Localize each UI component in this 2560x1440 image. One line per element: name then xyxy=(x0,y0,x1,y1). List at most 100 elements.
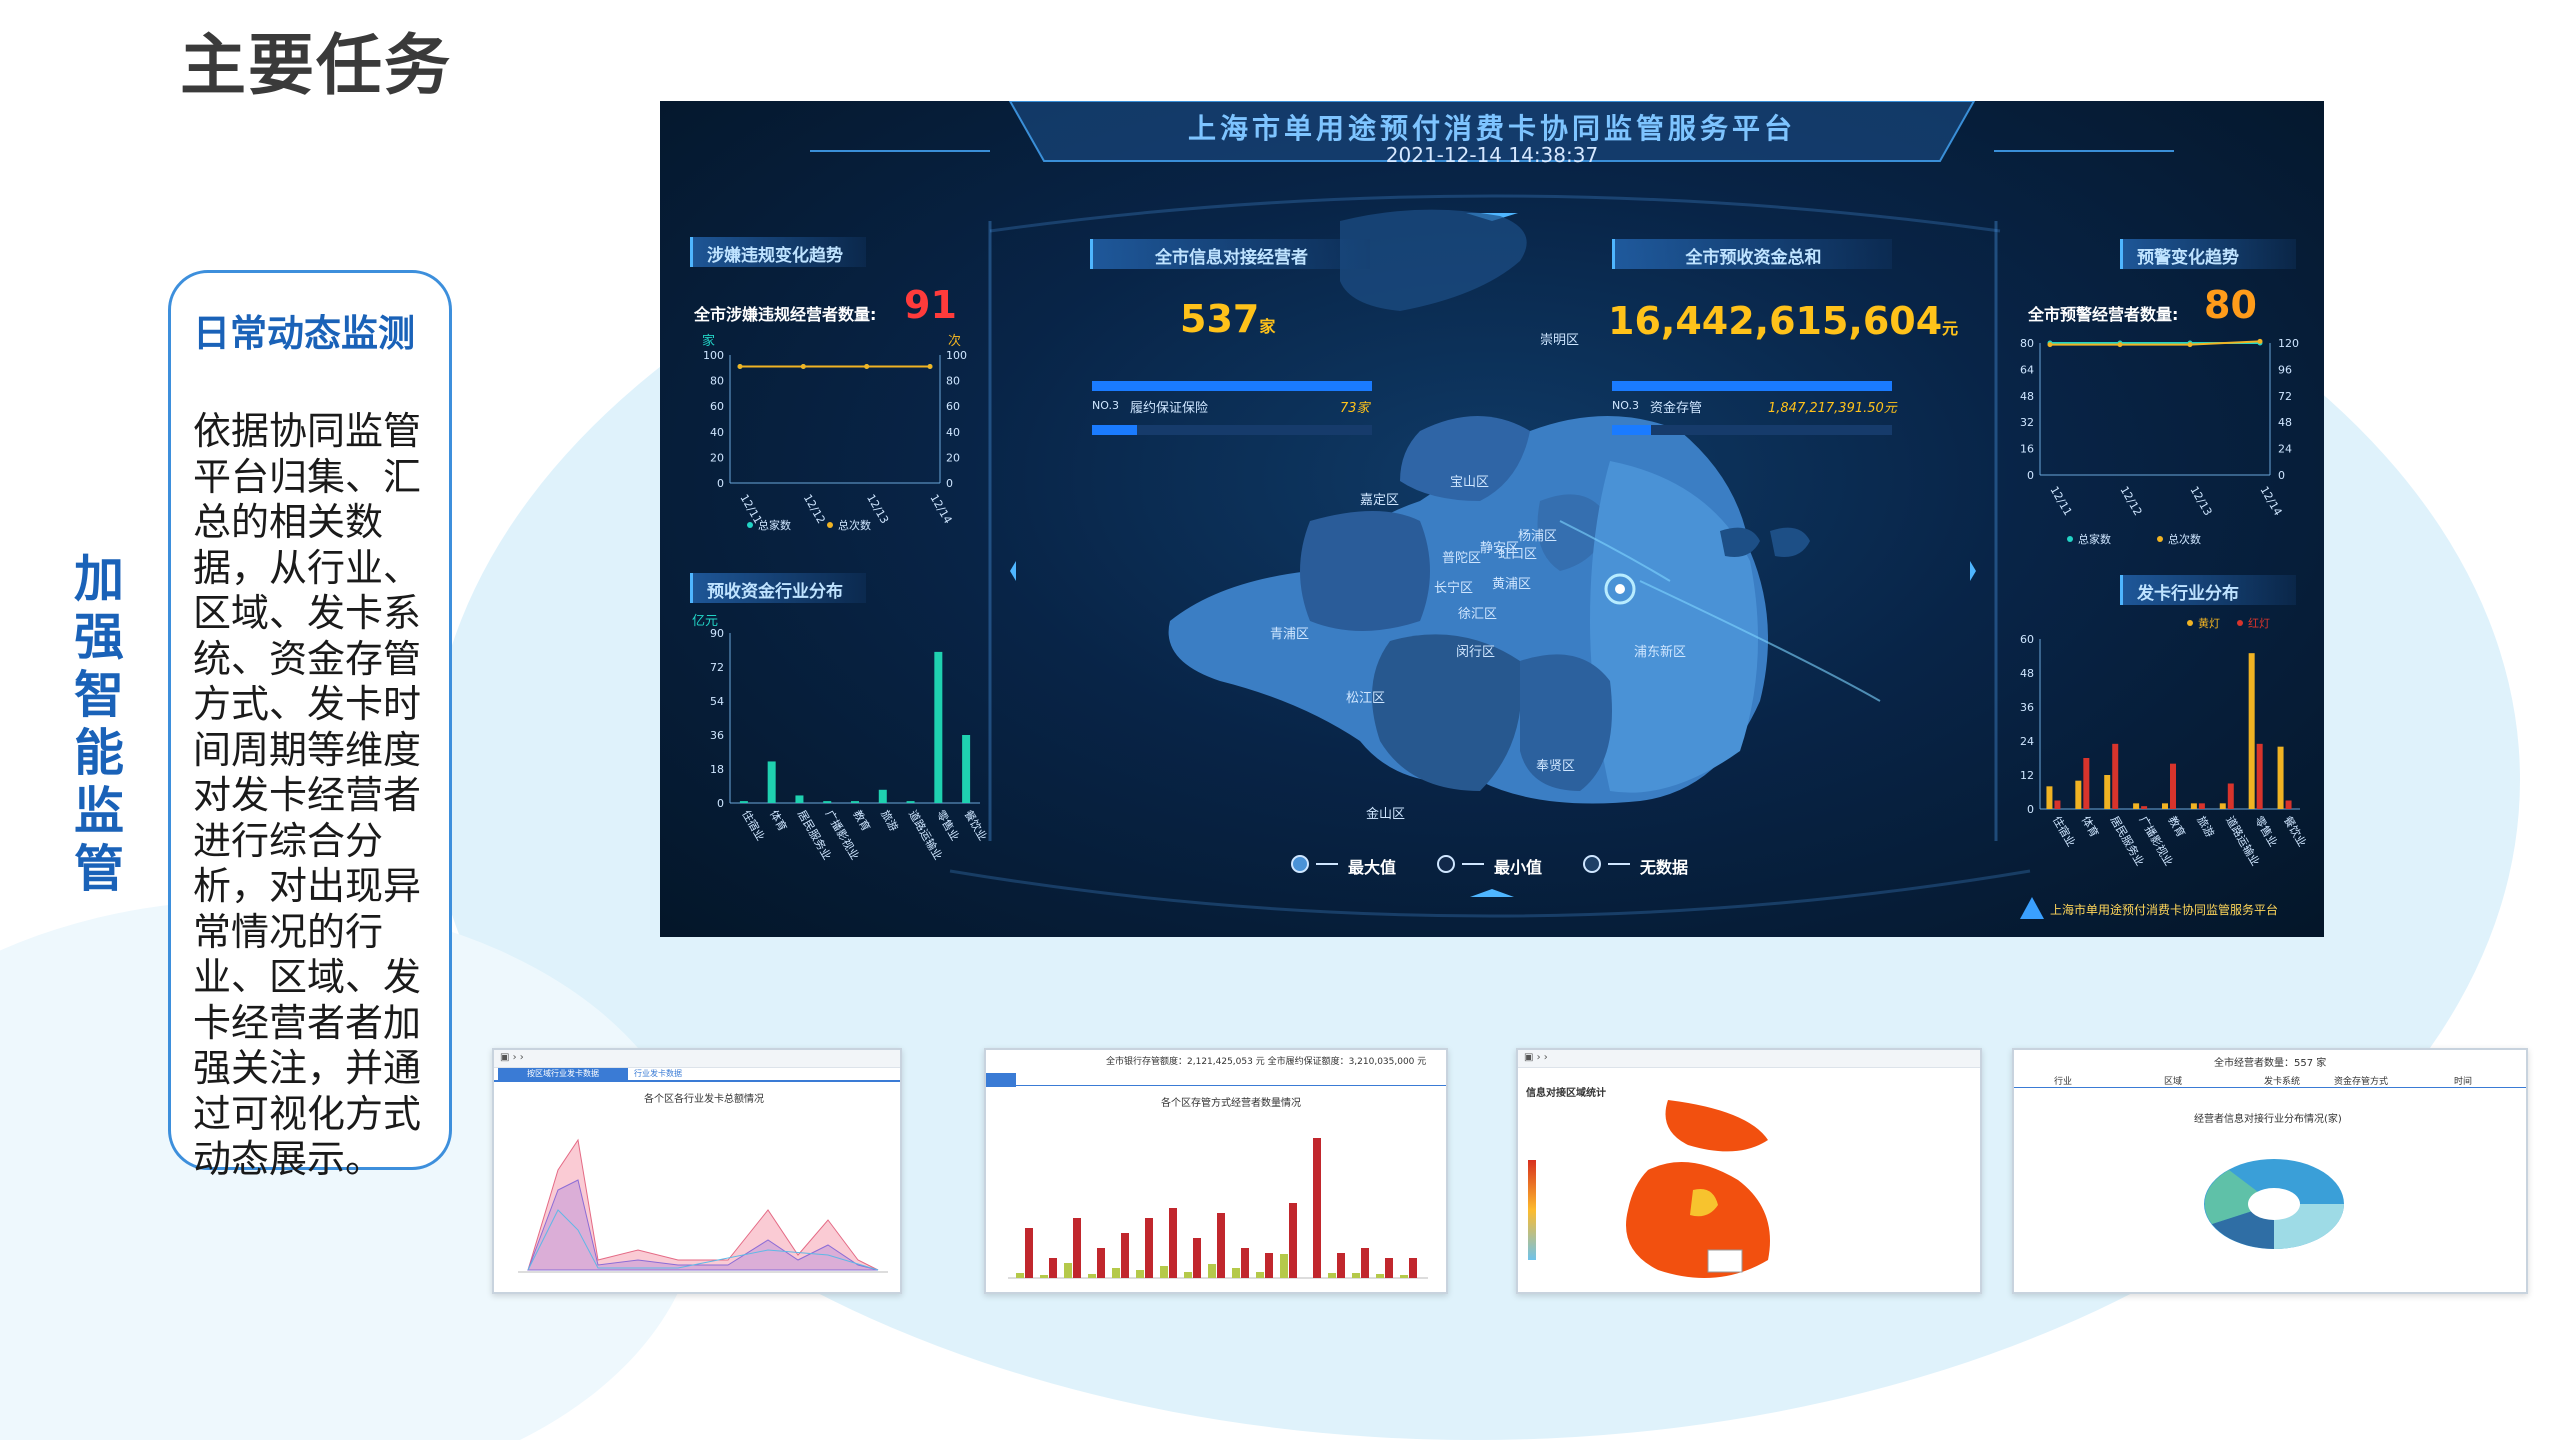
bar xyxy=(2190,803,2197,809)
thumbnail-map[interactable]: ▣ › › 信息对接区域统计 xyxy=(1516,1048,1982,1294)
map-label-minhang: 闵行区 xyxy=(1456,645,1496,660)
y-tick-label-right: 100 xyxy=(946,349,967,362)
thumb-bar-red xyxy=(1313,1138,1321,1278)
y-tick-label: 72 xyxy=(710,661,724,674)
y-tick-label: 48 xyxy=(2020,390,2034,403)
y-tick-label: 0 xyxy=(2027,469,2034,482)
y-tick-label-right: 80 xyxy=(946,375,960,388)
y-tick-label: 40 xyxy=(710,426,724,439)
y-tick-label-right: 72 xyxy=(2278,390,2292,403)
thumb4-header: 全市经营者数量：557 家 xyxy=(2214,1058,2327,1069)
thumb1-chart xyxy=(518,1138,888,1273)
data-point xyxy=(2117,342,2123,348)
card-body: 依据协同监管平台归集、汇总的相关数据，从行业、区域、发卡系统、资金存管方式、发卡… xyxy=(193,409,422,1181)
thumb4-tab-3[interactable]: 资金存管方式 xyxy=(2334,1077,2389,1087)
legend-marker xyxy=(2187,620,2193,626)
bar xyxy=(2256,743,2263,809)
x-tick-label: 12/13 xyxy=(2187,484,2214,518)
thumb-bar-red xyxy=(1265,1253,1273,1278)
panel-funds-title: 全市预收资金总和 xyxy=(1612,239,1892,269)
thumb1-tabs: 按区域行业发卡数据 行业发卡数据 xyxy=(494,1068,900,1082)
legend-min: 最小值 xyxy=(1494,858,1543,877)
thumbnail-area-chart[interactable]: ▣ › › 按区域行业发卡数据 行业发卡数据 各个区各行业发卡总额情况 xyxy=(492,1048,902,1294)
bar xyxy=(2141,806,2148,809)
y-tick-label: 60 xyxy=(2020,633,2034,646)
thumb-bar-red xyxy=(1193,1238,1201,1278)
x-tick-label: 零售业 xyxy=(2252,814,2281,850)
map-label-hongkou: 虹口区 xyxy=(1498,547,1538,562)
y-tick-label: 24 xyxy=(2020,735,2034,748)
thumb4-title: 经营者信息对接行业分布情况(家) xyxy=(2194,1114,2342,1125)
thumb1-title: 各个区各行业发卡总额情况 xyxy=(644,1094,764,1105)
bar xyxy=(739,801,748,803)
thumb-bar-green xyxy=(1280,1254,1288,1278)
thumb-bar-red xyxy=(1097,1248,1105,1278)
thumb2-tab-active xyxy=(986,1073,1016,1087)
bar xyxy=(823,801,832,803)
chart-warning-trend: 0 16 32 48 64 80 0 24 48 72 96 120 12/11 12/12 12/13 12… xyxy=(2020,337,2299,546)
x-tick-label: 体育 xyxy=(2079,814,2102,840)
chart-violation-trend: 家次0 020 2040 4060 6080 80100 10012/11 12/12 12/1… xyxy=(702,333,967,532)
map-legend-dots xyxy=(1291,855,1630,873)
thumb-bar-red xyxy=(1217,1213,1225,1278)
bar xyxy=(2075,780,2082,809)
bar xyxy=(2285,800,2292,809)
data-point xyxy=(927,364,933,370)
legend-marker xyxy=(827,522,833,528)
operators-bar-1 xyxy=(1092,381,1372,391)
funds-bar-2-fill xyxy=(1612,425,1652,435)
thumb4-tab-1[interactable]: 区域 xyxy=(2164,1077,2183,1087)
thumb4-tab-2[interactable]: 发卡系统 xyxy=(2264,1077,2301,1087)
thumb1-tab1: 按区域行业发卡数据 xyxy=(498,1068,628,1082)
thumb-bar-green xyxy=(1256,1272,1264,1278)
x-tick-label: 餐饮业 xyxy=(2281,814,2310,850)
dashboard-frame xyxy=(810,101,2174,918)
y-tick-label-right: 60 xyxy=(946,400,960,413)
warning-label: 全市预警经营者数量: xyxy=(2028,305,2179,324)
x-tick-label: 餐饮业 xyxy=(962,808,990,844)
funds-no3-name: 资金存管 xyxy=(1650,401,1703,416)
y-tick-label: 32 xyxy=(2020,416,2034,429)
bar xyxy=(2227,783,2234,809)
y-tick-label-right: 120 xyxy=(2278,337,2299,350)
operators-no3: NO.3 xyxy=(1092,399,1119,412)
thumb-breadcrumb: ▣ › › xyxy=(494,1050,900,1068)
y-tick-label: 60 xyxy=(710,400,724,413)
thumb2-chart xyxy=(1008,1138,1428,1279)
violation-label: 全市涉嫌违规经营者数量: xyxy=(694,305,877,324)
thumb-bar-green xyxy=(1064,1263,1072,1278)
x-tick-label: 教育 xyxy=(850,808,873,834)
shanghai-map xyxy=(1168,209,1881,804)
thumb-bar-green xyxy=(1016,1273,1024,1278)
legend-none: 无数据 xyxy=(1640,858,1689,877)
thumb-bar-red xyxy=(1241,1248,1249,1278)
bar xyxy=(767,761,776,803)
thumb4-tab-0[interactable]: 行业 xyxy=(2054,1077,2073,1087)
map-label-changning: 长宁区 xyxy=(1434,581,1474,596)
y-tick-label: 20 xyxy=(710,451,724,464)
thumb-bar-red xyxy=(1361,1248,1369,1278)
thumb-bar-red xyxy=(1289,1203,1297,1278)
thumb-bar-green xyxy=(1376,1274,1384,1278)
x-tick-label: 住宿业 xyxy=(2050,814,2079,850)
thumbnail-pie-chart[interactable]: 全市经营者数量：557 家 行业 区域 发卡系统 资金存管方式 时间 经营者信息… xyxy=(2012,1048,2528,1294)
y-tick-label: 0 xyxy=(2027,803,2034,816)
thumb-bar-green xyxy=(1136,1270,1144,1278)
thumb-bar-red xyxy=(1409,1258,1417,1278)
operators-no3-name: 履约保证保险 xyxy=(1130,401,1209,416)
description-card: 日常动态监测 依据协同监管平台归集、汇总的相关数据，从行业、区域、发卡系统、资金… xyxy=(168,270,452,1181)
panel-warning-title: 预警变化趋势 xyxy=(2120,239,2296,269)
funds-total: 16,442,615,604元 xyxy=(1608,299,1958,343)
thumbnail-bar-chart[interactable]: 全市银行存管额度：2,121,425,053 元 全市履约保证额度：3,210,… xyxy=(984,1048,1448,1294)
dashboard-screenshot: 上海市单用途预付消费卡协同监管服务平台 2021-12-14 14:38:37 … xyxy=(660,101,2324,937)
thumb4-tab-4[interactable]: 时间 xyxy=(2454,1077,2473,1087)
bar xyxy=(906,801,915,803)
thumb-bar-green xyxy=(1088,1274,1096,1278)
y-axis-label-left: 家 xyxy=(702,333,715,349)
x-tick-label: 零售业 xyxy=(934,808,963,844)
x-tick-label: 12/11 xyxy=(2047,484,2074,518)
map-label-fengxian: 奉贤区 xyxy=(1536,759,1576,774)
y-tick-label: 12 xyxy=(2020,769,2034,782)
legend-label: 总家数 xyxy=(758,518,791,532)
